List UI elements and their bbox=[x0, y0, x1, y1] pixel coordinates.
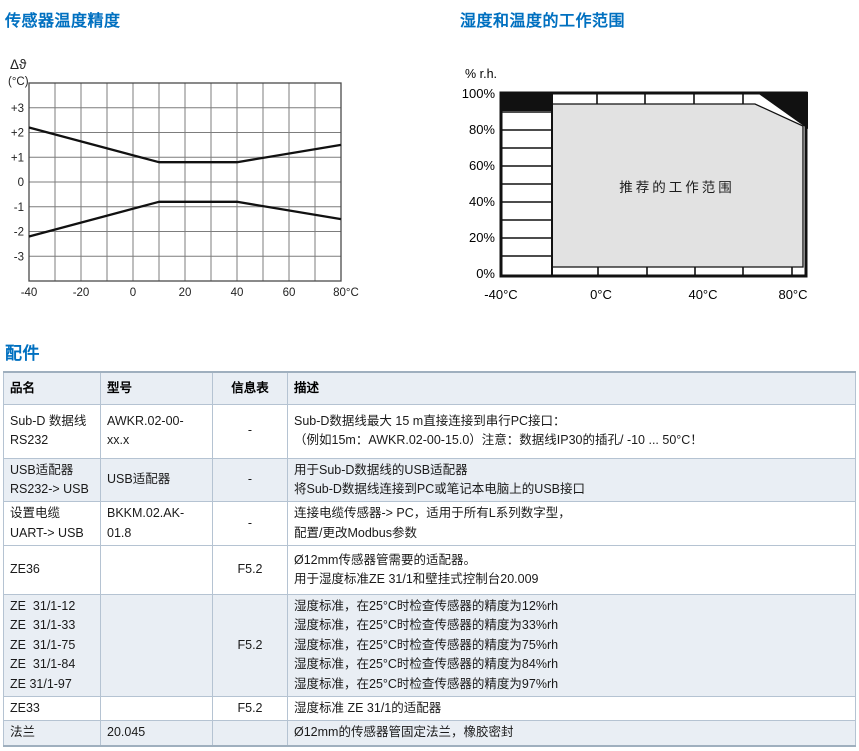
bottom-ticks bbox=[597, 267, 793, 275]
svg-text:-40°C: -40°C bbox=[484, 287, 517, 302]
table-row: ZE33 F5.2 湿度标准 ZE 31/1的适配器 bbox=[3, 695, 856, 722]
x-tick-labels: -40 -20 0 20 40 60 80°C bbox=[21, 287, 359, 299]
top-ticks bbox=[596, 94, 744, 104]
cell-description: 连接电缆传感器-> PC，适用于所有L系列数字型， 配置/更改Modbus参数 bbox=[287, 501, 856, 546]
table-row: ZE36 F5.2 Ø12mm传感器管需要的适配器。 用于湿度标准ZE 31/1… bbox=[3, 545, 856, 595]
cell-model bbox=[100, 594, 213, 697]
cell-description: Ø12mm传感器管需要的适配器。 用于湿度标准ZE 31/1和壁挂式控制台20.… bbox=[287, 545, 856, 595]
excluded-zone-top-left bbox=[499, 91, 553, 111]
cell-model bbox=[100, 695, 213, 722]
cell-info-sheet: F5.2 bbox=[212, 594, 288, 697]
cell-info-sheet bbox=[212, 720, 288, 747]
cell-model: AWKR.02-00- xx.x bbox=[100, 403, 213, 459]
svg-text:80°C: 80°C bbox=[778, 287, 807, 302]
svg-text:+3: +3 bbox=[11, 103, 24, 115]
excluded-zone-top-right bbox=[756, 92, 808, 129]
cell-model bbox=[100, 545, 213, 595]
table-row: 法兰 20.045 Ø12mm的传感器管固定法兰，橡胶密封 bbox=[3, 720, 856, 747]
recommended-range-label: 推荐的工作范围 bbox=[619, 180, 735, 195]
tolerance-curves bbox=[28, 126, 342, 238]
cell-name: 设置电缆 UART-> USB bbox=[3, 501, 101, 546]
cell-info-sheet: - bbox=[212, 403, 288, 459]
svg-text:60: 60 bbox=[283, 287, 296, 299]
cell-name: USB适配器 RS232-> USB bbox=[3, 457, 101, 503]
svg-text:60%: 60% bbox=[469, 158, 495, 173]
svg-text:40°C: 40°C bbox=[688, 287, 717, 302]
cell-description: 湿度标准，在25°C时检查传感器的精度为12%rh 湿度标准，在25°C时检查传… bbox=[287, 594, 856, 697]
left-scale-ladder bbox=[499, 91, 553, 276]
plot-frame bbox=[28, 82, 342, 282]
table-row: Sub-D 数据线 RS232 AWKR.02-00- xx.x - Sub-D… bbox=[3, 403, 856, 459]
cell-info-sheet: - bbox=[212, 457, 288, 503]
cell-description: 湿度标准 ZE 31/1的适配器 bbox=[287, 695, 856, 722]
cell-description: Sub-D数据线最大 15 m直接连接到串行PC接口： （例如15m：AWKR.… bbox=[287, 403, 856, 459]
plot-frame bbox=[499, 91, 808, 278]
section-title-operating-range: 湿度和温度的工作范围 bbox=[460, 13, 626, 30]
table-row: USB适配器 RS232-> USB USB适配器 - 用于Sub-D数据线的U… bbox=[3, 457, 856, 503]
temperature-accuracy-chart: Δϑ (°C) +3 +2 +1 0 -1 -2 -3 -40 -20 0 20… bbox=[8, 57, 359, 299]
operating-range-chart: % r.h. 推荐的工作范围 100% bbox=[462, 67, 808, 302]
svg-text:80°C: 80°C bbox=[333, 287, 359, 299]
svg-text:0%: 0% bbox=[476, 266, 495, 281]
section-title-temp-accuracy: 传感器温度精度 bbox=[5, 13, 121, 30]
y-axis-unit: (°C) bbox=[8, 76, 29, 88]
table-header-row: 品名 型号 信息表 描述 bbox=[3, 371, 856, 405]
table-row: 设置电缆 UART-> USB BKKM.02.AK- 01.8 - 连接电缆传… bbox=[3, 501, 856, 546]
cell-name: ZE33 bbox=[3, 695, 101, 722]
accessories-table: 品名 型号 信息表 描述 Sub-D 数据线 RS232 AWKR.02-00-… bbox=[3, 371, 856, 747]
horizontal-gridlines bbox=[29, 107, 341, 257]
cell-description: Ø12mm的传感器管固定法兰，橡胶密封 bbox=[287, 720, 856, 747]
svg-text:-20: -20 bbox=[73, 287, 90, 299]
svg-text:-2: -2 bbox=[14, 227, 24, 239]
svg-text:80%: 80% bbox=[469, 122, 495, 137]
cell-model: USB适配器 bbox=[100, 457, 213, 503]
svg-text:-3: -3 bbox=[14, 251, 24, 263]
upper_tolerance_limit bbox=[28, 126, 342, 164]
col-header-name: 品名 bbox=[3, 371, 101, 405]
cell-name: ZE 31/1-12 ZE 31/1-33 ZE 31/1-75 ZE 31/1… bbox=[3, 594, 101, 697]
cell-model: BKKM.02.AK- 01.8 bbox=[100, 501, 213, 546]
cell-info-sheet: F5.2 bbox=[212, 545, 288, 595]
cell-info-sheet: - bbox=[212, 501, 288, 546]
cell-name: Sub-D 数据线 RS232 bbox=[3, 403, 101, 459]
lower_tolerance_limit bbox=[28, 200, 342, 238]
cell-model: 20.045 bbox=[100, 720, 213, 747]
svg-text:20%: 20% bbox=[469, 230, 495, 245]
y-tick-labels: 100% 80% 60% 40% 20% 0% bbox=[462, 86, 496, 281]
col-header-model: 型号 bbox=[100, 371, 213, 405]
table-row: ZE 31/1-12 ZE 31/1-33 ZE 31/1-75 ZE 31/1… bbox=[3, 594, 856, 697]
col-header-description: 描述 bbox=[287, 371, 856, 405]
svg-text:40%: 40% bbox=[469, 194, 495, 209]
y-axis-symbol: Δϑ bbox=[10, 57, 27, 72]
cell-name: 法兰 bbox=[3, 720, 101, 747]
col-header-info-sheet: 信息表 bbox=[212, 371, 288, 405]
svg-text:+1: +1 bbox=[11, 152, 24, 164]
cell-name: ZE36 bbox=[3, 545, 101, 595]
svg-text:0°C: 0°C bbox=[590, 287, 612, 302]
svg-text:0: 0 bbox=[18, 177, 24, 189]
svg-text:0: 0 bbox=[130, 287, 136, 299]
svg-text:40: 40 bbox=[231, 287, 244, 299]
cell-description: 用于Sub-D数据线的USB适配器 将Sub-D数据线连接到PC或笔记本电脑上的… bbox=[287, 457, 856, 503]
section-title-accessories: 配件 bbox=[5, 344, 40, 363]
svg-text:-40: -40 bbox=[21, 287, 38, 299]
x-tick-labels: -40°C 0°C 40°C 80°C bbox=[484, 287, 807, 302]
svg-text:+2: +2 bbox=[11, 128, 24, 140]
svg-text:-1: -1 bbox=[14, 202, 24, 214]
y-axis-unit: % r.h. bbox=[465, 67, 497, 81]
svg-text:100%: 100% bbox=[462, 86, 496, 101]
y-tick-labels: +3 +2 +1 0 -1 -2 -3 bbox=[11, 103, 24, 263]
svg-text:20: 20 bbox=[179, 287, 192, 299]
cell-info-sheet: F5.2 bbox=[212, 695, 288, 722]
